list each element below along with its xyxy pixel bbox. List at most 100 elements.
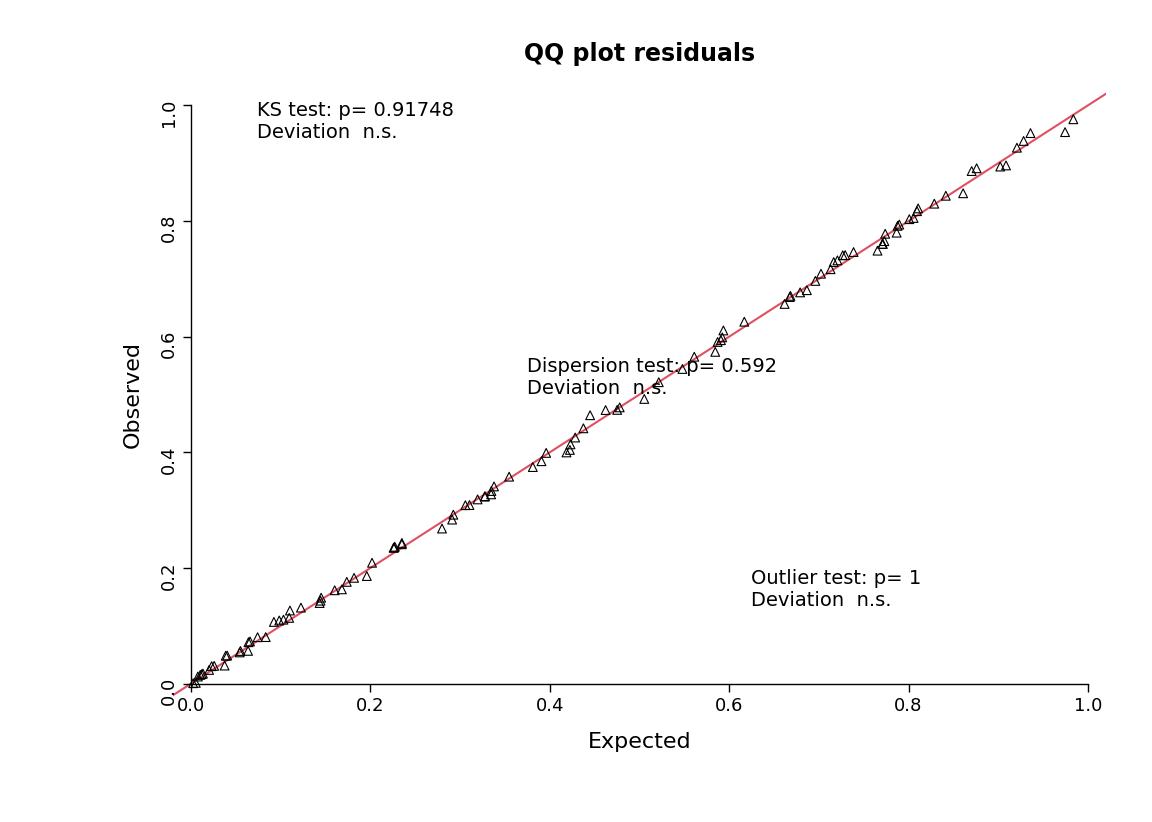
Point <box>597 404 615 417</box>
Point <box>635 392 653 405</box>
Point <box>476 490 494 503</box>
Point <box>218 649 236 663</box>
Point <box>821 263 840 276</box>
Point <box>869 244 887 257</box>
Point <box>363 556 381 570</box>
X-axis label: Expected: Expected <box>588 732 691 751</box>
Point <box>385 541 403 554</box>
Point <box>806 275 825 288</box>
Point <box>873 238 892 251</box>
Point <box>566 431 584 444</box>
Point <box>834 249 852 262</box>
Point <box>270 614 288 627</box>
Point <box>714 324 733 337</box>
Point <box>249 630 267 644</box>
Point <box>291 601 310 614</box>
Point <box>192 667 211 681</box>
Point <box>194 667 212 680</box>
Point <box>611 401 629 414</box>
Point <box>685 350 704 363</box>
Point <box>199 663 218 677</box>
Point <box>1008 141 1026 155</box>
Point <box>968 162 986 175</box>
Point <box>524 460 543 473</box>
Point <box>888 219 907 233</box>
Point <box>482 487 500 501</box>
Point <box>274 613 293 626</box>
Point <box>909 202 927 215</box>
Point <box>310 597 328 610</box>
Point <box>781 289 799 302</box>
Point <box>483 484 501 497</box>
Point <box>781 290 799 303</box>
Y-axis label: Observed: Observed <box>123 341 143 448</box>
Point <box>257 630 275 644</box>
Point <box>876 227 894 240</box>
Point <box>205 659 223 672</box>
Point <box>561 438 579 451</box>
Point <box>735 315 753 328</box>
Point <box>828 254 847 267</box>
Point <box>836 248 855 261</box>
Point <box>393 537 411 550</box>
Point <box>900 213 918 226</box>
Point <box>357 570 376 583</box>
Point <box>241 635 259 648</box>
Point <box>485 480 503 493</box>
Point <box>937 189 955 202</box>
Point <box>650 376 668 389</box>
Point <box>338 575 356 589</box>
Title: QQ plot residuals: QQ plot residuals <box>524 43 755 67</box>
Point <box>775 298 794 311</box>
Point <box>385 541 403 554</box>
Point <box>184 677 203 690</box>
Text: Dispersion test: p= 0.592
Deviation  n.s.: Dispersion test: p= 0.592 Deviation n.s. <box>528 357 778 398</box>
Point <box>1064 113 1083 126</box>
Point <box>240 635 258 649</box>
Point <box>925 197 943 210</box>
Point <box>1056 126 1075 139</box>
Point <box>445 508 463 521</box>
Point <box>561 443 579 456</box>
Point <box>238 644 257 658</box>
Point <box>189 670 207 683</box>
Point <box>203 659 221 672</box>
Point <box>713 330 732 344</box>
Point <box>187 677 205 690</box>
Point <box>904 211 923 224</box>
Point <box>344 571 363 584</box>
Point <box>791 286 810 299</box>
Point <box>537 446 555 459</box>
Point <box>890 218 909 231</box>
Text: KS test: p= 0.91748
Deviation  n.s.: KS test: p= 0.91748 Deviation n.s. <box>257 101 454 142</box>
Point <box>326 584 344 597</box>
Point <box>433 522 452 535</box>
Point <box>281 604 300 617</box>
Point <box>333 583 351 596</box>
Text: Outlier test: p= 1
Deviation  n.s.: Outlier test: p= 1 Deviation n.s. <box>751 570 922 611</box>
Point <box>581 409 599 422</box>
Point <box>500 470 518 483</box>
Point <box>386 540 404 553</box>
Point <box>1015 134 1033 147</box>
Point <box>873 238 892 251</box>
Point <box>712 334 730 347</box>
Point <box>532 455 551 468</box>
Point <box>608 404 627 417</box>
Point <box>469 493 487 506</box>
Point <box>673 363 691 376</box>
Point <box>1022 127 1040 140</box>
Point <box>558 446 576 459</box>
Point <box>215 659 234 672</box>
Point <box>217 649 235 663</box>
Point <box>280 612 298 625</box>
Point <box>442 513 461 526</box>
Point <box>574 422 592 435</box>
Point <box>265 616 283 629</box>
Point <box>962 164 980 178</box>
Point <box>991 160 1009 173</box>
Point <box>708 335 727 349</box>
Point <box>311 594 329 607</box>
Point <box>476 490 494 503</box>
Point <box>232 644 250 658</box>
